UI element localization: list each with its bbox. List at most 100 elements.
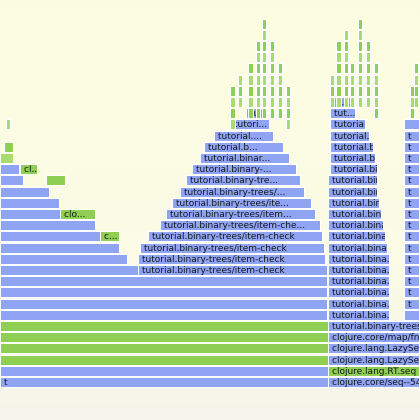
- frame-spike[interactable]: [270, 63, 275, 75]
- frame-t[interactable]: t: [404, 253, 420, 265]
- frame-stack-a-10[interactable]: tutorial....: [214, 130, 274, 142]
- frame-spike[interactable]: [6, 119, 11, 131]
- frame-stack-b-2[interactable]: tutorial.bina...: [328, 287, 390, 299]
- frame-spike[interactable]: [336, 97, 342, 108]
- frame-spike[interactable]: [344, 52, 349, 64]
- frame-spike[interactable]: [358, 52, 363, 64]
- frame-spike[interactable]: [336, 41, 342, 52]
- frame-stack-b-2[interactable]: tutorial.bina...: [328, 186, 378, 198]
- frame-spike[interactable]: [358, 63, 363, 75]
- frame-spike[interactable]: [358, 29, 363, 41]
- frame-spike[interactable]: [414, 85, 419, 97]
- frame-spike[interactable]: [256, 52, 261, 64]
- frame-t[interactable]: t: [404, 287, 420, 299]
- frame[interactable]: [404, 119, 420, 131]
- frame-spike[interactable]: [278, 74, 283, 86]
- frame[interactable]: [0, 276, 328, 288]
- frame-spike[interactable]: [262, 29, 267, 41]
- frame-spike[interactable]: [366, 97, 371, 108]
- frame-stack-b-2[interactable]: tutorial.bina...: [328, 253, 390, 265]
- frame-spike[interactable]: [286, 119, 291, 131]
- frame-stack-a-11[interactable]: tutori...: [230, 119, 270, 131]
- frame-rt-seq[interactable]: clojure.lang.RT.seq: [328, 365, 420, 377]
- frame[interactable]: [0, 287, 328, 299]
- frame-spike[interactable]: [248, 85, 254, 97]
- frame-spike[interactable]: [256, 74, 261, 86]
- frame[interactable]: [0, 220, 96, 232]
- frame-spike[interactable]: [238, 85, 243, 97]
- frame-spike[interactable]: [414, 74, 419, 86]
- frame-stack-a[interactable]: tutorial.binary-trees/item-check: [138, 253, 326, 265]
- frame-spike[interactable]: [256, 63, 261, 75]
- frame-t[interactable]: t: [404, 265, 420, 276]
- frame-spike[interactable]: [344, 85, 349, 97]
- frame-stack-a-9[interactable]: tutorial.b...: [204, 141, 284, 153]
- frame-spike[interactable]: [230, 97, 236, 108]
- frame-stack-b-2[interactable]: tutorial.bina...: [328, 309, 390, 321]
- frame[interactable]: [0, 242, 120, 254]
- frame-spike[interactable]: [270, 85, 275, 97]
- frame-t[interactable]: t: [404, 197, 420, 209]
- frame-spike[interactable]: [262, 52, 267, 64]
- frame-spike[interactable]: [256, 97, 261, 108]
- frame-spike[interactable]: [336, 85, 342, 97]
- frame-spike[interactable]: [350, 74, 355, 86]
- frame-stack-a-5[interactable]: tutorial.binary-trees/...: [180, 186, 305, 198]
- frame[interactable]: [46, 175, 66, 187]
- frame-spike[interactable]: [366, 63, 371, 75]
- frame-t[interactable]: t: [404, 141, 420, 153]
- frame-stack-b-2[interactable]: tutorial.bina...: [328, 242, 388, 254]
- frame[interactable]: [0, 186, 50, 198]
- frame-spike[interactable]: [270, 74, 275, 86]
- frame-stack-b-4[interactable]: tutorial.bi...: [330, 141, 374, 153]
- frame-t[interactable]: t: [404, 298, 420, 310]
- frame-stack-a-6[interactable]: tutorial.binary-tre...: [186, 175, 301, 187]
- frame-t[interactable]: t: [404, 242, 420, 254]
- frame-stack-b-2[interactable]: tutorial.bina...: [328, 220, 384, 232]
- frame-spike[interactable]: [238, 74, 243, 86]
- frame[interactable]: [0, 309, 328, 321]
- frame-spike[interactable]: [262, 63, 267, 75]
- frame-spike[interactable]: [248, 74, 254, 86]
- frame-spike[interactable]: [358, 74, 363, 86]
- frame-spike[interactable]: [350, 85, 355, 97]
- frame-cl[interactable]: cl...: [20, 164, 38, 176]
- frame-stack-a-2[interactable]: tutorial.binary-trees/item-che...: [160, 220, 321, 232]
- frame-stack-b-3[interactable]: tutorial.bin...: [330, 164, 378, 176]
- frame-spike[interactable]: [366, 74, 371, 86]
- frame-spike[interactable]: [336, 63, 342, 75]
- frame-spike[interactable]: [270, 108, 275, 120]
- frame-clo[interactable]: clo...: [60, 209, 96, 220]
- frame-spike[interactable]: [262, 18, 267, 30]
- frame-spike[interactable]: [344, 63, 349, 75]
- frame-spike[interactable]: [374, 97, 379, 108]
- frame-spike[interactable]: [262, 41, 267, 52]
- frame-spike[interactable]: [248, 108, 254, 120]
- frame-spike[interactable]: [286, 108, 291, 120]
- frame-spike[interactable]: [278, 108, 283, 120]
- frame-spike[interactable]: [350, 63, 355, 75]
- frame-spike[interactable]: [366, 85, 371, 97]
- frame-spike[interactable]: [374, 74, 379, 86]
- frame-t[interactable]: t: [404, 164, 420, 176]
- frame-spike[interactable]: [278, 97, 283, 108]
- frame[interactable]: [0, 153, 14, 164]
- frame-spike[interactable]: [330, 85, 335, 97]
- frame-spike[interactable]: [358, 97, 363, 108]
- frame-spike[interactable]: [262, 108, 267, 120]
- frame-spike[interactable]: [374, 85, 379, 97]
- frame-spike[interactable]: [358, 85, 363, 97]
- frame-spike[interactable]: [344, 41, 349, 52]
- frame[interactable]: [4, 141, 14, 153]
- frame-spike[interactable]: [344, 29, 349, 41]
- frame-stack-a-4[interactable]: tutorial.binary-trees/ite...: [172, 197, 312, 209]
- frame-stack-b-6[interactable]: tut...: [330, 108, 356, 120]
- frame-spike[interactable]: [278, 63, 283, 75]
- frame-t[interactable]: t: [404, 175, 420, 187]
- frame-spike[interactable]: [366, 52, 371, 64]
- frame-spike[interactable]: [358, 41, 363, 52]
- frame-stack-a[interactable]: tutorial.binary-trees/item-check: [148, 231, 323, 243]
- frame[interactable]: [404, 309, 420, 321]
- frame-stack-b-2[interactable]: tutorial.bina...: [328, 276, 390, 288]
- frame-core-seq[interactable]: clojure.core/seq--548: [328, 377, 420, 388]
